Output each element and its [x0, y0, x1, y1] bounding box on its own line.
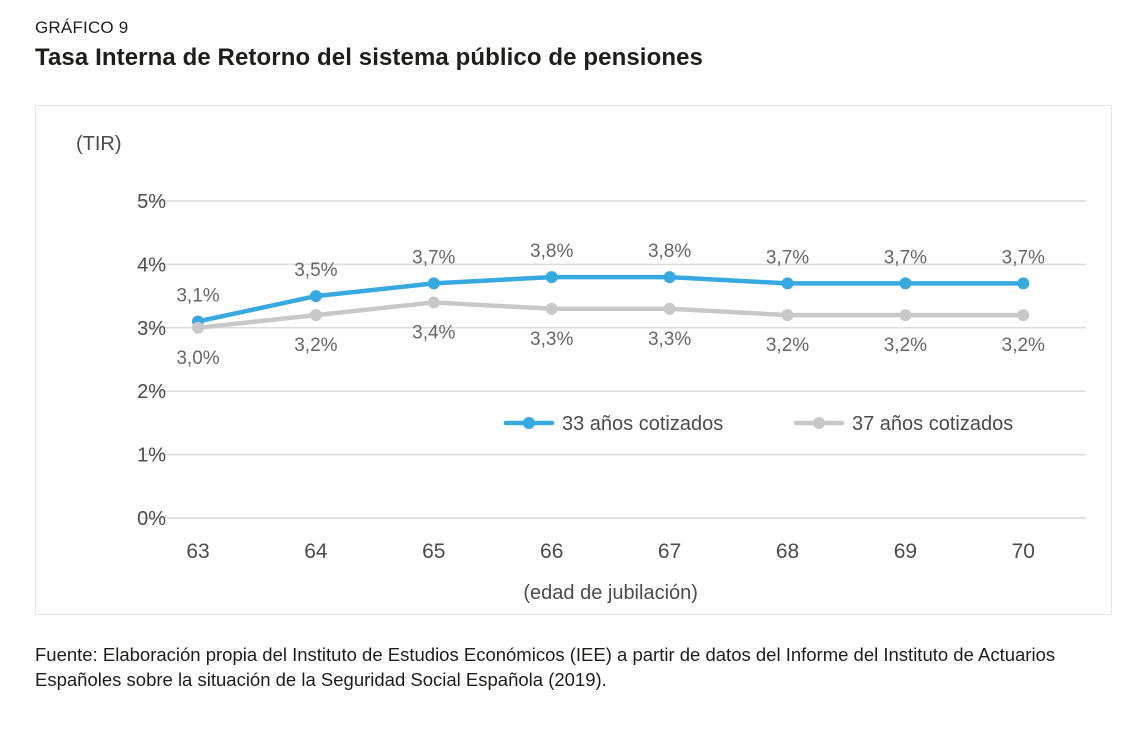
series-point — [663, 271, 676, 284]
x-tick-label: 67 — [658, 540, 681, 563]
y-tick-label: 5% — [137, 191, 166, 213]
x-tick-label: 66 — [540, 540, 563, 563]
y-axis-title: (TIR) — [76, 133, 122, 155]
series-line-1 — [195, 300, 1026, 331]
series-point — [781, 277, 794, 290]
series-point — [427, 277, 440, 290]
series-point — [899, 309, 912, 322]
legend-label: 37 años cotizados — [852, 413, 1013, 435]
x-tick-label: 68 — [776, 540, 799, 563]
series-point — [192, 321, 204, 334]
series-point — [309, 290, 322, 303]
data-label: 3,3% — [648, 329, 691, 350]
x-tick-label: 65 — [422, 540, 445, 563]
data-label: 3,1% — [176, 285, 219, 306]
data-label: 3,2% — [294, 335, 337, 356]
series-point — [781, 309, 794, 322]
series-point — [545, 271, 558, 284]
source-note: Fuente: Elaboración propia del Instituto… — [35, 644, 1056, 690]
x-tick-label: 70 — [1012, 540, 1035, 563]
data-label: 3,7% — [412, 247, 455, 268]
data-label: 3,7% — [884, 247, 927, 268]
x-tick-label: 69 — [894, 540, 917, 563]
series-point — [427, 296, 440, 309]
data-label: 3,8% — [530, 241, 573, 262]
data-label: 3,2% — [884, 335, 927, 356]
legend-marker — [813, 417, 825, 429]
data-label: 3,7% — [1002, 247, 1045, 268]
series-point — [309, 309, 322, 322]
y-tick-label: 0% — [137, 508, 166, 530]
series-point — [899, 277, 912, 290]
x-tick-label: 64 — [304, 540, 328, 563]
x-axis-title: (edad de jubilación) — [523, 582, 698, 604]
y-tick-label: 1% — [137, 445, 166, 467]
y-tick-label: 2% — [137, 381, 166, 403]
series-point — [1017, 277, 1030, 290]
series-point — [663, 302, 676, 315]
data-label: 3,7% — [766, 247, 809, 268]
y-tick-label: 3% — [137, 318, 166, 340]
chart-kicker: GRÁFICO 9 — [35, 18, 129, 37]
series-point — [1017, 309, 1030, 322]
data-label: 3,0% — [176, 348, 219, 369]
data-label: 3,2% — [1002, 335, 1045, 356]
data-label: 3,3% — [530, 329, 573, 350]
series-point — [545, 302, 558, 315]
data-label: 3,2% — [766, 335, 809, 356]
y-tick-label: 4% — [137, 254, 166, 276]
x-tick-label: 63 — [186, 540, 209, 563]
chart-container: (TIR) 0% 1% 2% 3% 4% 5% 63 64 65 66 67 68 69 70 (edad d… — [35, 105, 1112, 615]
series-line-0 — [195, 274, 1026, 324]
data-label: 3,8% — [648, 241, 691, 262]
data-label: 3,4% — [412, 322, 455, 343]
legend-label: 33 años cotizados — [562, 413, 723, 435]
line-chart: (TIR) 0% 1% 2% 3% 4% 5% 63 64 65 66 67 68 69 70 (edad d… — [76, 133, 1086, 604]
data-label: 3,5% — [294, 260, 337, 281]
page-title: Tasa Interna de Retorno del sistema públ… — [35, 44, 703, 71]
legend-marker — [523, 417, 535, 429]
